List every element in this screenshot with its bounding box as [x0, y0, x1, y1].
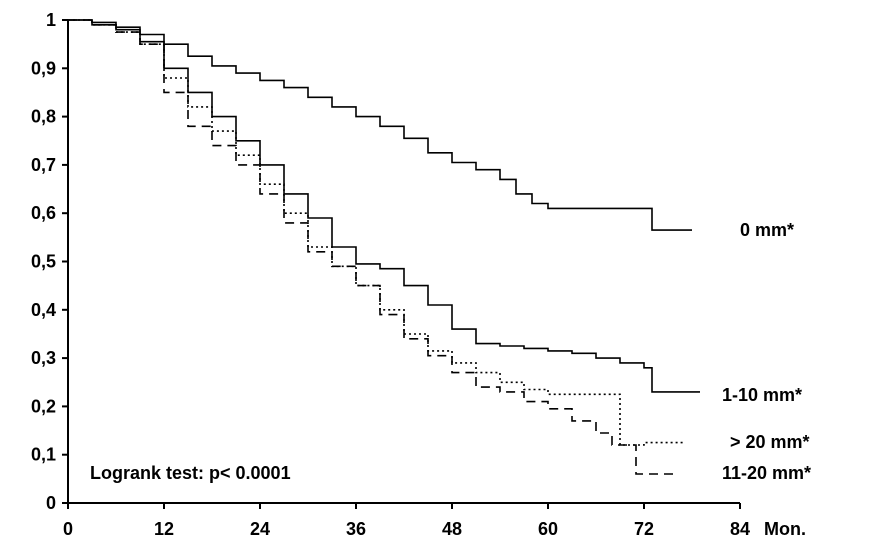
- x-tick-label: 36: [346, 519, 366, 539]
- survival-curves: [68, 19, 700, 475]
- y-tick-label: 0,9: [31, 58, 56, 78]
- series-line-2: [68, 19, 684, 446]
- x-tick-label: 12: [154, 519, 174, 539]
- axes: 0 0,1 0,2 0,3 0,4 0,5 0,6 0,7 0,8 0,9 1 0 12 24 36 48 60…: [31, 10, 750, 539]
- y-tick-label: 0,8: [31, 107, 56, 127]
- x-axis-unit-label: Mon.: [764, 519, 806, 539]
- y-tick-label: 0,3: [31, 348, 56, 368]
- series-line-1: [68, 19, 700, 393]
- series-label-2: > 20 mm*: [730, 432, 810, 452]
- y-tick-label: 0,6: [31, 203, 56, 223]
- series-line-0: [68, 19, 692, 231]
- y-tick-label: 0,7: [31, 155, 56, 175]
- logrank-annotation: Logrank test: p< 0.0001: [90, 463, 291, 483]
- y-tick-label: 0: [46, 493, 56, 513]
- series-labels: 0 mm* 1-10 mm* > 20 mm* 11-20 mm*: [722, 220, 811, 483]
- x-tick-label: 84: [730, 519, 750, 539]
- y-tick-label: 0,1: [31, 445, 56, 465]
- x-tick-label: 60: [538, 519, 558, 539]
- series-line-3: [68, 19, 676, 475]
- x-tick-label: 24: [250, 519, 270, 539]
- y-tick-label: 1: [46, 10, 56, 30]
- x-tick-label: 72: [634, 519, 654, 539]
- series-label-0: 0 mm*: [740, 220, 794, 240]
- y-tick-label: 0,4: [31, 300, 56, 320]
- series-label-1: 1-10 mm*: [722, 385, 802, 405]
- y-tick-label: 0,5: [31, 252, 56, 272]
- x-tick-label: 0: [63, 519, 73, 539]
- series-label-3: 11-20 mm*: [722, 463, 811, 483]
- x-tick-label: 48: [442, 519, 462, 539]
- y-tick-label: 0,2: [31, 396, 56, 416]
